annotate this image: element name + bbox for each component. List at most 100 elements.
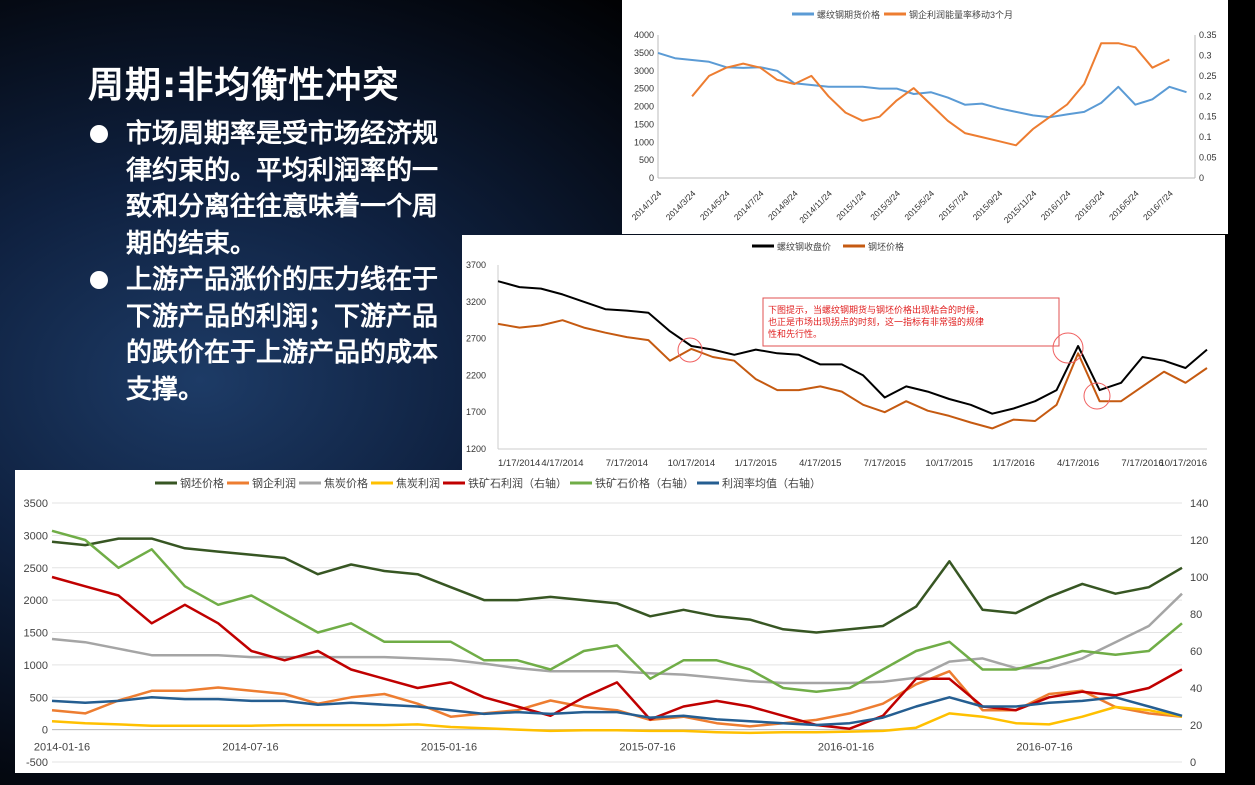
highlight-circle: [1052, 332, 1084, 364]
legend-label: 焦炭价格: [324, 476, 368, 490]
legend-label: 螺纹钢收盘价: [777, 241, 831, 252]
y-tick-right: 0.2: [1199, 91, 1212, 101]
x-tick: 1/17/2015: [735, 458, 777, 469]
series-line-billet-price: [497, 319, 1208, 430]
annotation-text: 性和先行性。: [768, 328, 822, 339]
x-tick: 2014-01-16: [34, 742, 90, 754]
x-tick: 2014/7/24: [732, 188, 766, 222]
y-tick-right: 140: [1190, 498, 1208, 510]
x-tick: 4/17/2016: [1057, 458, 1099, 469]
y-tick-left: 3500: [634, 48, 654, 58]
series-line-rebar-futures: [657, 51, 1187, 119]
y-tick-right: 0.05: [1199, 153, 1217, 163]
y-tick-left: 500: [639, 155, 654, 165]
y-tick-right: 100: [1190, 572, 1208, 584]
x-tick: 2014-07-16: [222, 742, 278, 754]
annotation-box: [762, 297, 1060, 347]
y-tick-left: 3500: [24, 498, 48, 510]
legend-label: 焦炭利润: [396, 476, 440, 490]
x-tick: 2014/3/24: [664, 188, 698, 222]
x-tick: 4/17/2014: [541, 458, 583, 469]
x-tick: 10/17/2015: [925, 458, 973, 469]
legend-label: 铁矿石利润（右轴）: [468, 476, 567, 490]
y-tick: 2200: [466, 370, 486, 380]
series-line-steel-profit: [51, 670, 1183, 728]
x-tick: 2015-01-16: [421, 742, 477, 754]
x-tick: 4/17/2015: [799, 458, 841, 469]
y-tick-left: 0: [649, 173, 654, 183]
series-line-ore-price: [51, 529, 1183, 693]
highlight-circle: [1083, 382, 1111, 410]
x-tick: 2015/7/24: [936, 188, 970, 222]
series-line-coke-price: [51, 592, 1183, 685]
x-tick: 2014/9/24: [766, 188, 800, 222]
x-tick: 2014/11/24: [797, 188, 834, 225]
annotation-text: 下图提示，当螺纹钢期货与钢坯价格出现粘合的时候，: [768, 304, 984, 315]
series-line-rebar-close: [497, 280, 1208, 415]
y-tick-left: 500: [30, 692, 48, 704]
x-tick: 2016/5/24: [1107, 188, 1141, 222]
bullet-text: 市场周期率是受市场经济规律约束的。平均利润率的一致和分离往往意味着一个周期的结束…: [126, 119, 439, 259]
steel-chain-chart: 3500 3000 2500 2000 1500 1000 500 0 -500 140 120 10…: [15, 470, 1225, 773]
y-tick: 3200: [466, 297, 486, 307]
y-tick-left: -500: [26, 757, 48, 769]
annotation-text: 也正是市场出现拐点的时刻，这一指标有非常强的规律: [768, 316, 984, 327]
x-tick: 2014/1/24: [630, 188, 664, 222]
y-tick-right: 120: [1190, 535, 1208, 547]
y-tick-right: 0.1: [1199, 132, 1212, 142]
y-tick-left: 1500: [24, 628, 48, 640]
y-tick-right: 0: [1190, 757, 1196, 769]
y-tick-left: 3000: [24, 530, 48, 542]
legend-label: 钢坯价格: [180, 476, 224, 490]
series-line-billet-price: [51, 537, 1183, 634]
y-tick-right: 0.25: [1199, 71, 1217, 81]
y-tick-right: 0.15: [1199, 112, 1217, 122]
series-line-profit-rate: [691, 42, 1170, 147]
x-tick: 2015-07-16: [619, 742, 675, 754]
y-tick-left: 2500: [634, 84, 654, 94]
y-tick-left: 3000: [634, 66, 654, 76]
y-tick: 1200: [466, 444, 486, 454]
y-tick-left: 1500: [634, 119, 654, 129]
x-tick: 2015/5/24: [902, 188, 936, 222]
y-tick-left: 4000: [634, 30, 654, 40]
bullet-item: 市场周期率是受市场经济规律约束的。平均利润率的一致和分离往往意味着一个周期的结束…: [88, 116, 458, 262]
x-tick: 2016/7/24: [1141, 188, 1175, 222]
x-tick: 1/17/2014: [498, 458, 540, 469]
x-tick: 2014/5/24: [698, 188, 732, 222]
x-tick: 2016/3/24: [1073, 188, 1107, 222]
x-tick: 1/17/2016: [993, 458, 1035, 469]
x-tick: 2015/11/24: [1002, 188, 1039, 225]
x-tick: 2016-07-16: [1016, 742, 1072, 754]
series-line-profit-rate-mean: [51, 696, 1183, 727]
x-tick: 10/17/2014: [668, 458, 716, 469]
bullet-text: 上游产品涨价的压力线在于下游产品的利润；下游产品的跌价在于上游产品的成本支撑。: [126, 265, 439, 405]
y-tick-left: 1000: [24, 660, 48, 672]
rebar-billet-chart: 3700 3200 2700 2200 1700 1200 1/17/2014 4/17/20…: [462, 235, 1225, 470]
highlight-circle: [677, 337, 703, 363]
y-tick-right: 0.3: [1199, 50, 1212, 60]
y-tick: 3700: [466, 260, 486, 270]
x-tick: 2015/1/24: [834, 188, 868, 222]
x-tick: 10/17/2016: [1159, 458, 1207, 469]
y-tick-left: 2000: [634, 102, 654, 112]
legend-label: 钢坯价格: [868, 241, 904, 252]
bullet-item: 上游产品涨价的压力线在于下游产品的利润；下游产品的跌价在于上游产品的成本支撑。: [88, 262, 458, 408]
legend-label: 钢企利润能量率移动3个月: [909, 9, 1013, 20]
legend-label: 利润率均值（右轴）: [722, 476, 821, 490]
y-tick: 1700: [466, 407, 486, 417]
y-tick: 2700: [466, 334, 486, 344]
bullet-dot-icon: [90, 271, 108, 289]
x-tick: 2015/9/24: [971, 188, 1005, 222]
legend-label: 钢企利润: [252, 476, 296, 490]
rebar-futures-chart: 4000 3500 3000 2500 2000 1500 1000 500 0 0.35 0.3 0…: [622, 0, 1228, 234]
legend-label: 铁矿石价格（右轴）: [595, 476, 694, 490]
x-tick: 2015/3/24: [868, 188, 902, 222]
x-tick: 2016-01-16: [818, 742, 874, 754]
slide-title: 周期:非均衡性冲突: [88, 65, 400, 106]
legend-label: 螺纹钢期货价格: [817, 9, 880, 20]
y-tick-right: 80: [1190, 609, 1202, 621]
x-tick: 7/17/2016: [1121, 458, 1163, 469]
y-tick-right: 20: [1190, 720, 1202, 732]
series-line-coke-profit: [51, 705, 1183, 735]
